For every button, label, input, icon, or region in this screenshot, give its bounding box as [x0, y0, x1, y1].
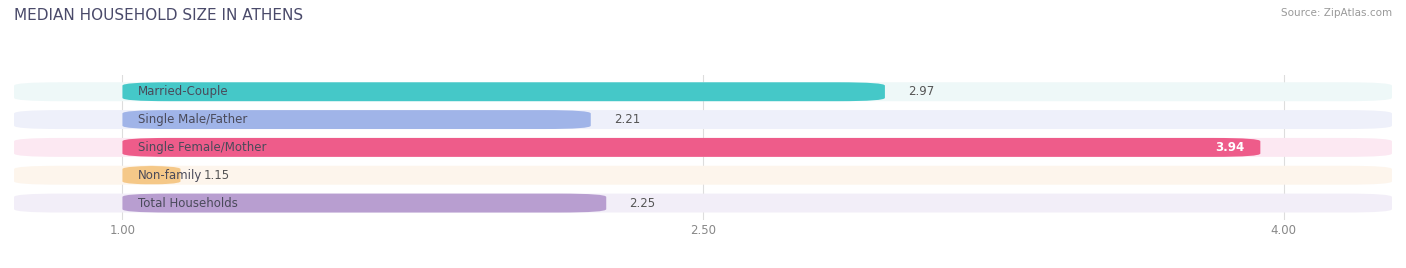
- FancyBboxPatch shape: [14, 138, 1392, 157]
- Text: 2.97: 2.97: [908, 85, 935, 98]
- FancyBboxPatch shape: [122, 138, 1260, 157]
- FancyBboxPatch shape: [14, 193, 1392, 213]
- Text: 3.94: 3.94: [1216, 141, 1244, 154]
- FancyBboxPatch shape: [122, 110, 591, 129]
- FancyBboxPatch shape: [14, 82, 1392, 101]
- Text: Single Male/Father: Single Male/Father: [138, 113, 247, 126]
- Text: Married-Couple: Married-Couple: [138, 85, 229, 98]
- Text: Non-family: Non-family: [138, 169, 202, 182]
- FancyBboxPatch shape: [122, 82, 884, 101]
- Text: Source: ZipAtlas.com: Source: ZipAtlas.com: [1281, 8, 1392, 18]
- Text: MEDIAN HOUSEHOLD SIZE IN ATHENS: MEDIAN HOUSEHOLD SIZE IN ATHENS: [14, 8, 304, 23]
- Text: 2.21: 2.21: [614, 113, 640, 126]
- Text: Single Female/Mother: Single Female/Mother: [138, 141, 266, 154]
- Text: Total Households: Total Households: [138, 196, 238, 210]
- Text: 2.25: 2.25: [630, 196, 655, 210]
- Text: 1.15: 1.15: [204, 169, 229, 182]
- FancyBboxPatch shape: [14, 110, 1392, 129]
- FancyBboxPatch shape: [122, 166, 180, 185]
- FancyBboxPatch shape: [14, 166, 1392, 185]
- FancyBboxPatch shape: [122, 193, 606, 213]
